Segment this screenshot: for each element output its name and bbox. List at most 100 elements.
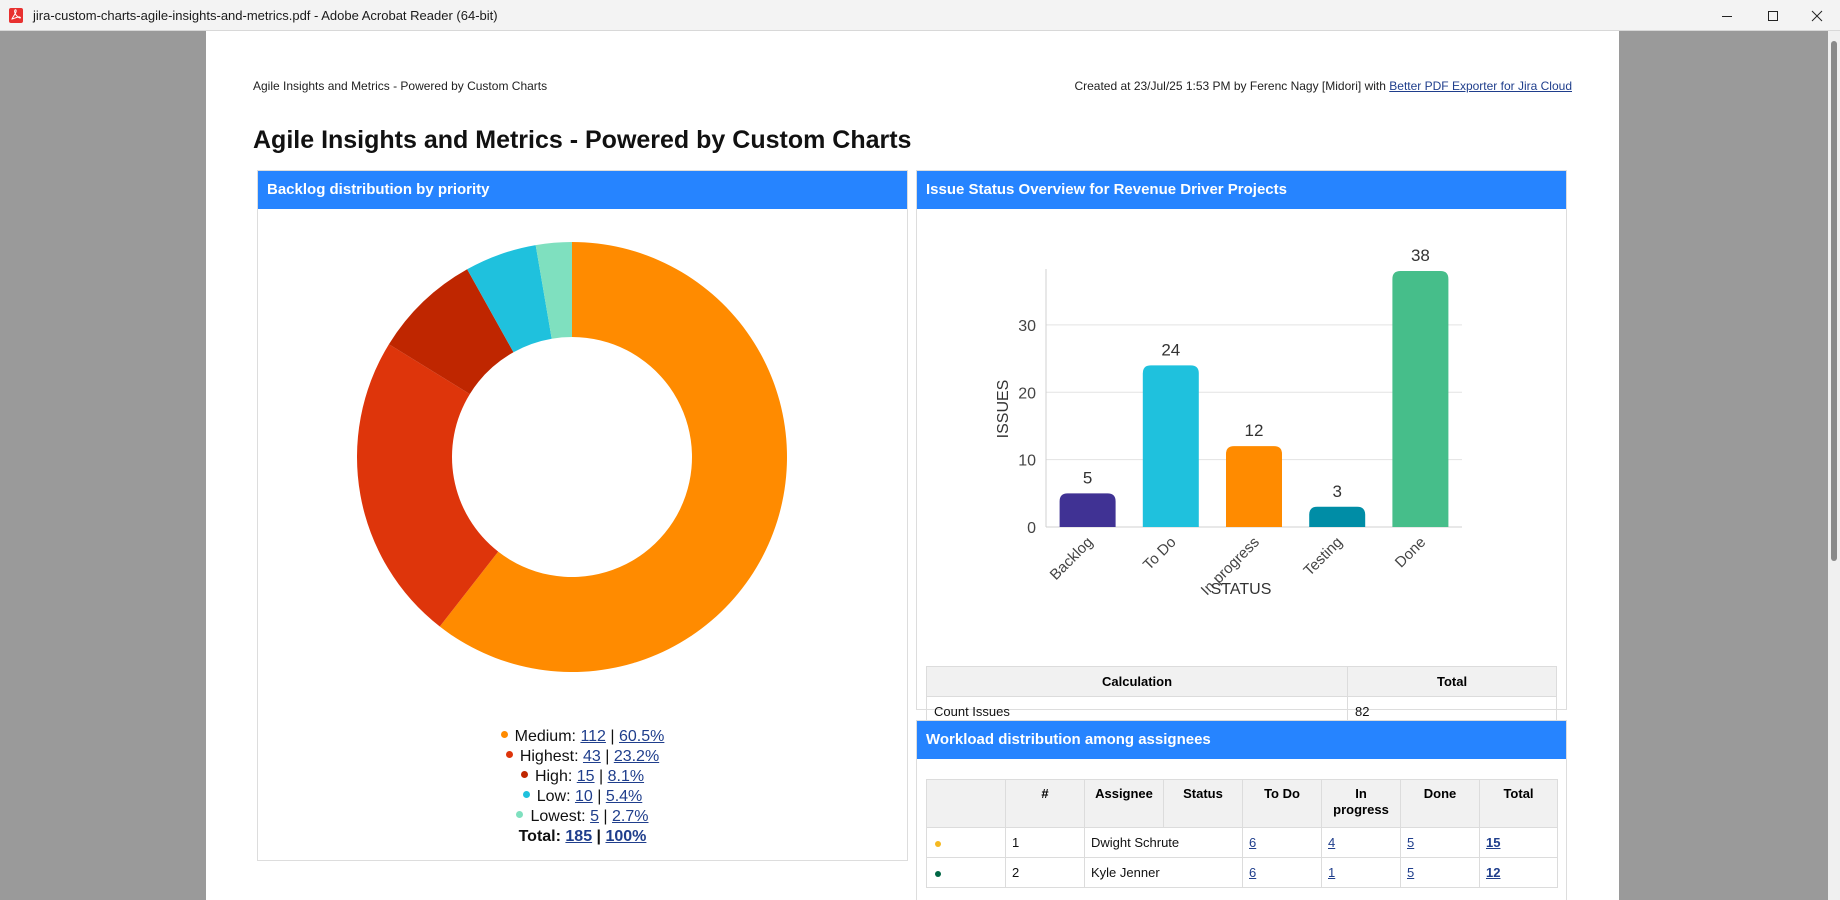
- bar-value-label: 12: [1245, 421, 1264, 440]
- row-marker-cell: [926, 827, 1006, 858]
- wl-header-inprogress: In progress: [1321, 779, 1401, 828]
- legend-count-link[interactable]: 112: [580, 728, 606, 745]
- bar-chart-area: 0 10 20 30 5 Backlog 24 To Do 12 In progress 3 Test…: [917, 209, 1566, 609]
- legend-marker: [520, 771, 528, 779]
- close-button[interactable]: [1794, 0, 1840, 31]
- wl-header-status: Status: [1163, 779, 1243, 828]
- inprogress-count-link[interactable]: 1: [1328, 865, 1336, 880]
- wl-header-marker: [926, 779, 1006, 828]
- bar-value-label: 3: [1332, 482, 1341, 501]
- legend-pct-link[interactable]: 60.5%: [619, 728, 665, 745]
- window-title: jira-custom-charts-agile-insights-and-me…: [33, 8, 498, 23]
- bar-value-label: 24: [1161, 340, 1180, 359]
- donut-slice-low: [467, 245, 552, 353]
- row-assignee: Kyle Jenner: [1084, 857, 1243, 888]
- legend-pct-link[interactable]: 2.7%: [612, 808, 649, 825]
- row-inprogress-cell: 1: [1321, 857, 1401, 888]
- legend-marker: [505, 751, 513, 759]
- wl-header-number: #: [1005, 779, 1085, 828]
- scrollbar-thumb[interactable]: [1831, 41, 1837, 561]
- row-done-cell: 5: [1400, 857, 1480, 888]
- inprogress-count-link[interactable]: 4: [1328, 835, 1336, 850]
- y-axis-title: ISSUES: [995, 380, 1012, 439]
- x-tick-label: To Do: [1140, 534, 1180, 574]
- todo-count-link[interactable]: 6: [1249, 835, 1257, 850]
- legend-marker: [516, 811, 524, 819]
- total-count-link[interactable]: 15: [1486, 835, 1501, 850]
- x-axis-title: STATUS: [1211, 581, 1272, 598]
- page-header-left: Agile Insights and Metrics - Powered by …: [253, 79, 548, 93]
- row-todo-cell: 6: [1242, 857, 1322, 888]
- legend-count-link[interactable]: 15: [576, 768, 595, 785]
- vertical-scrollbar[interactable]: [1828, 31, 1840, 900]
- legend-count-link[interactable]: 10: [574, 788, 593, 805]
- row-total-cell: 15: [1479, 827, 1558, 858]
- total-count-link[interactable]: 12: [1486, 865, 1501, 880]
- donut-slice-high: [388, 269, 514, 395]
- legend-pct-link[interactable]: 23.2%: [613, 748, 660, 765]
- acrobat-pdf-icon: [9, 8, 23, 23]
- legend-marker: [500, 731, 508, 739]
- backlog-panel: Backlog distribution by priority Medium:…: [257, 170, 908, 861]
- window-titlebar: jira-custom-charts-agile-insights-and-me…: [0, 0, 1840, 31]
- legend-total-pct-link[interactable]: 100%: [605, 828, 647, 845]
- close-icon: [1811, 10, 1823, 21]
- exporter-link[interactable]: Better PDF Exporter for Jira Cloud: [1389, 79, 1572, 93]
- row-total-cell: 12: [1479, 857, 1558, 888]
- legend-pct-link[interactable]: 8.1%: [607, 768, 645, 785]
- legend-label: Medium:: [514, 728, 576, 745]
- workload-panel-title: Workload distribution among assignees: [917, 721, 1566, 759]
- wl-header-assignee: Assignee: [1084, 779, 1164, 828]
- donut-slice-medium: [439, 242, 788, 672]
- assignee-color-marker: [935, 841, 941, 847]
- legend-total-row: Total: 185 | 100%: [518, 828, 647, 845]
- donut-slice-highest: [356, 344, 499, 627]
- donut-chart-area: [258, 209, 907, 689]
- done-count-link[interactable]: 5: [1407, 835, 1415, 850]
- legend-count-link[interactable]: 5: [590, 808, 599, 825]
- donut-chart: [356, 242, 788, 672]
- y-tick-label: 20: [1018, 385, 1036, 402]
- wl-header-todo: To Do: [1242, 779, 1322, 828]
- legend-label: High:: [534, 768, 573, 785]
- row-number: 1: [1005, 827, 1085, 858]
- legend-total-label: Total:: [518, 828, 561, 845]
- wl-header-total: Total: [1479, 779, 1558, 828]
- backlog-legend: Medium: 112 | 60.5% Highest: 43 | 23.2% …: [258, 727, 907, 847]
- status-panel-title: Issue Status Overview for Revenue Driver…: [917, 171, 1566, 209]
- donut-slice-lowest: [535, 242, 572, 339]
- page-title: Agile Insights and Metrics - Powered by …: [253, 126, 912, 154]
- bar-done: [1392, 271, 1449, 527]
- bar-backlog: [1059, 493, 1116, 527]
- legend-count-link[interactable]: 43: [582, 748, 601, 765]
- row-done-cell: 5: [1400, 827, 1480, 858]
- legend-row-medium: Medium: 112 | 60.5%: [258, 727, 907, 747]
- calc-header-total: Total: [1347, 666, 1557, 697]
- minimize-button[interactable]: [1704, 0, 1750, 31]
- workload-table: # Assignee Status To Do In progress Done…: [926, 779, 1558, 888]
- pdf-page: Agile Insights and Metrics - Powered by …: [206, 31, 1619, 900]
- bar-value-label: 5: [1083, 468, 1092, 487]
- backlog-panel-title: Backlog distribution by priority: [258, 171, 907, 209]
- table-row: 1 Dwight Schrute 6 4 5 15: [926, 827, 1558, 858]
- row-assignee: Dwight Schrute: [1084, 827, 1243, 858]
- maximize-button[interactable]: [1750, 0, 1796, 31]
- row-todo-cell: 6: [1242, 827, 1322, 858]
- bar-testing: [1309, 506, 1366, 527]
- workload-panel: Workload distribution among assignees # …: [916, 720, 1567, 900]
- created-info: Created at 23/Jul/25 1:53 PM by Ferenc N…: [1074, 79, 1390, 93]
- y-tick-label: 0: [1027, 520, 1036, 537]
- legend-label: Lowest:: [530, 808, 586, 825]
- calculation-table: Calculation Total Count Issues 82: [925, 666, 1557, 727]
- calc-header-calculation: Calculation: [925, 666, 1349, 697]
- bar-in-progress: [1226, 446, 1282, 527]
- table-row: 2 Kyle Jenner 6 1 5 12: [926, 857, 1558, 888]
- legend-total-count-link[interactable]: 185: [565, 828, 593, 845]
- wl-header-done: Done: [1400, 779, 1480, 828]
- todo-count-link[interactable]: 6: [1249, 865, 1257, 880]
- legend-pct-link[interactable]: 5.4%: [605, 788, 643, 805]
- y-tick-label: 10: [1018, 453, 1036, 470]
- row-inprogress-cell: 4: [1321, 827, 1401, 858]
- done-count-link[interactable]: 5: [1407, 865, 1415, 880]
- bar-to-do: [1142, 365, 1199, 527]
